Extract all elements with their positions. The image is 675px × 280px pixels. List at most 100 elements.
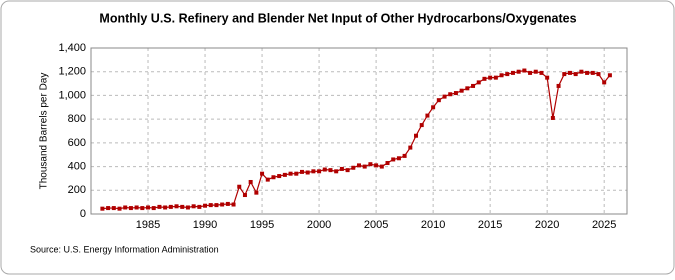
data-point <box>379 164 384 169</box>
data-point <box>510 70 515 75</box>
y-tick-label: 800 <box>68 113 86 125</box>
y-tick-label: 600 <box>68 137 86 149</box>
data-point <box>585 70 590 75</box>
x-tick-label: 2020 <box>535 219 559 231</box>
data-point <box>374 163 379 168</box>
data-point <box>146 205 151 210</box>
x-tick-label: 2000 <box>307 219 331 231</box>
data-point <box>505 72 510 77</box>
data-point <box>516 69 521 74</box>
data-point <box>528 70 533 75</box>
data-point <box>294 171 299 176</box>
data-point <box>140 206 145 211</box>
data-point <box>203 203 208 208</box>
data-point <box>488 75 493 80</box>
data-point <box>260 171 265 176</box>
data-point <box>351 165 356 170</box>
plot-border <box>90 47 628 215</box>
data-point <box>117 206 122 211</box>
data-point <box>539 70 544 75</box>
y-axis-label: Thousand Barrels per Day <box>39 73 50 190</box>
y-tick-label: 0 <box>80 208 86 220</box>
data-point <box>185 205 190 210</box>
data-point <box>328 168 333 173</box>
data-point <box>322 167 327 172</box>
data-point <box>448 92 453 97</box>
data-point <box>174 204 179 209</box>
data-point <box>106 206 111 211</box>
data-point <box>288 171 293 176</box>
data-point <box>499 73 504 78</box>
data-point <box>567 70 572 75</box>
data-point <box>231 202 236 207</box>
data-point <box>100 206 105 211</box>
x-tick-label: 1990 <box>193 219 217 231</box>
data-point <box>431 105 436 110</box>
data-point <box>197 204 202 209</box>
data-point <box>482 76 487 81</box>
data-point <box>596 72 601 77</box>
data-point <box>425 113 430 118</box>
data-point <box>180 204 185 209</box>
data-point <box>573 72 578 77</box>
data-point <box>271 175 276 180</box>
data-point <box>237 184 242 189</box>
data-point <box>345 168 350 173</box>
data-point <box>436 98 441 103</box>
y-tick-label: 1,000 <box>58 89 86 101</box>
data-point <box>579 69 584 74</box>
x-tick-label: 2005 <box>364 219 388 231</box>
data-point <box>277 174 282 179</box>
y-tick-label: 400 <box>68 160 86 172</box>
data-point <box>533 69 538 74</box>
data-point <box>220 202 225 207</box>
data-point <box>414 133 419 138</box>
data-point <box>590 70 595 75</box>
data-point <box>248 179 253 184</box>
data-point <box>282 172 287 177</box>
chart-title: Monthly U.S. Refinery and Blender Net In… <box>99 11 576 25</box>
y-tick-label: 1,200 <box>58 66 86 78</box>
data-point <box>299 169 304 174</box>
data-point <box>556 83 561 88</box>
data-point <box>128 206 133 211</box>
source: Source: U.S. Energy Information Administ… <box>30 244 219 254</box>
data-point <box>476 80 481 85</box>
data-point <box>151 206 156 211</box>
data-point <box>442 94 447 99</box>
data-point <box>157 204 162 209</box>
data-point <box>459 88 464 93</box>
data-point <box>408 145 413 150</box>
data-point <box>339 166 344 171</box>
data-point <box>191 204 196 209</box>
x-tick-label: 2025 <box>592 219 616 231</box>
data-point <box>562 72 567 77</box>
data-point <box>471 83 476 88</box>
data-point <box>254 190 259 195</box>
data-point <box>522 68 527 73</box>
data-point <box>419 123 424 128</box>
data-point <box>242 193 247 198</box>
data-point <box>602 80 607 85</box>
data-point <box>123 205 128 210</box>
data-point <box>305 170 310 175</box>
data-point <box>163 205 168 210</box>
y-tick-label: 200 <box>68 184 86 196</box>
data-point <box>362 164 367 169</box>
data-point <box>111 206 116 211</box>
data-point <box>265 177 270 182</box>
data-point <box>225 201 230 206</box>
x-tick-label: 2010 <box>421 219 445 231</box>
data-point <box>357 163 361 168</box>
data-point <box>208 203 213 208</box>
data-point <box>334 169 339 174</box>
data-point <box>465 86 470 91</box>
data-point <box>311 169 316 174</box>
data-point <box>396 156 401 161</box>
y-tick-label: 1,400 <box>58 42 86 54</box>
data-point <box>391 157 396 162</box>
data-point <box>168 204 173 209</box>
x-tick-label: 1985 <box>136 219 160 231</box>
